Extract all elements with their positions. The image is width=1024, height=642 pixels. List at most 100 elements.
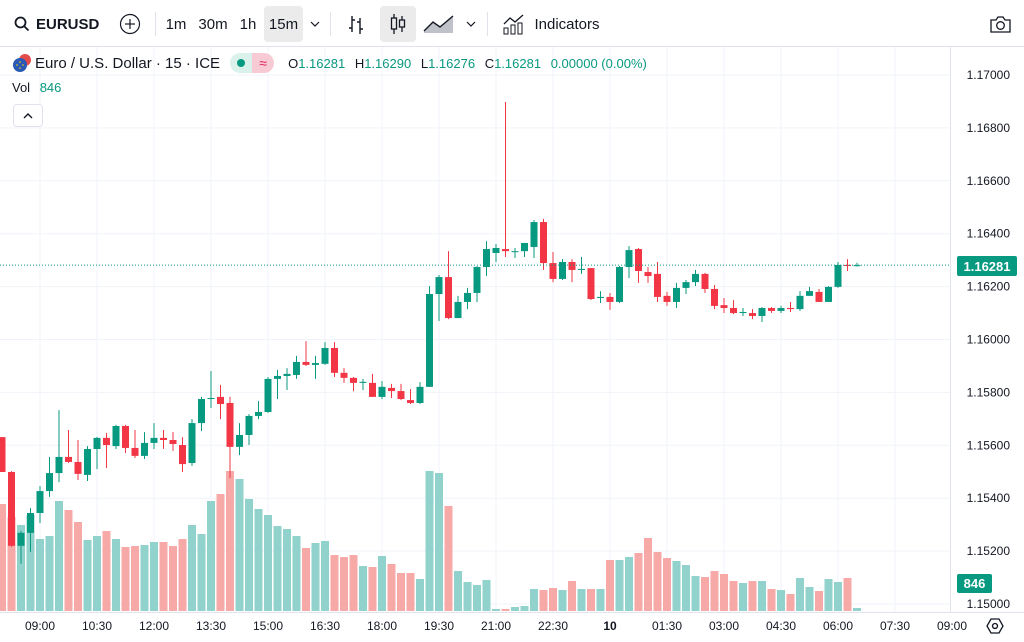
time-tick-label: 10:30 — [82, 619, 112, 633]
area-style-button[interactable] — [421, 6, 459, 42]
volume-bar — [112, 539, 120, 611]
price-tick-label: 1.15600 — [967, 438, 1011, 452]
chevron-down-icon — [310, 21, 320, 27]
collapse-legend-button[interactable] — [13, 104, 43, 127]
grid-lines — [0, 47, 950, 612]
bars-style-button[interactable] — [340, 6, 372, 42]
volume-bar — [729, 581, 738, 611]
candle-body — [74, 461, 82, 474]
candle — [483, 241, 490, 277]
volume-label[interactable]: Vol — [12, 80, 31, 95]
volume-bar — [254, 509, 263, 611]
compare-add-button[interactable] — [114, 6, 146, 42]
interval-1m[interactable]: 1m — [165, 15, 187, 33]
series-title[interactable]: Euro / U.S. Dollar · 15 · ICE — [35, 54, 221, 72]
volume-bar — [530, 589, 538, 611]
candle — [473, 265, 481, 302]
volume-bar — [777, 590, 785, 611]
volume-bar — [786, 594, 795, 611]
price-tick-label: 1.16200 — [967, 280, 1011, 294]
volume-bar — [188, 525, 196, 611]
candle-body — [46, 473, 53, 492]
candle — [369, 373, 376, 397]
interval-dropdown[interactable] — [305, 6, 325, 42]
candle — [568, 259, 576, 283]
settings-icon[interactable] — [986, 618, 1004, 634]
candle — [616, 265, 623, 303]
interval-15m[interactable]: 15m — [264, 6, 303, 42]
candle — [407, 388, 414, 405]
candle-body — [530, 222, 538, 247]
interval-1h[interactable]: 1h — [239, 15, 257, 33]
candle — [464, 287, 471, 310]
symbol-label: EURUSD — [36, 15, 100, 33]
interval-30m[interactable]: 30m — [198, 15, 228, 33]
candle-body — [492, 247, 500, 254]
last-price-label: 1.16281 — [957, 256, 1017, 276]
candle-body — [112, 425, 120, 447]
volume-bar — [435, 473, 443, 611]
candle-body — [350, 377, 357, 383]
screenshot-button[interactable] — [984, 6, 1016, 42]
candle-body — [264, 378, 272, 412]
volume-bar — [663, 558, 671, 611]
candle-body — [445, 277, 452, 319]
volume-bar — [340, 557, 348, 611]
volume-bar — [74, 522, 82, 611]
candle — [644, 267, 652, 283]
candle-body — [141, 442, 148, 456]
candle-body — [454, 301, 462, 319]
candles-style-button[interactable] — [380, 6, 416, 42]
candle — [74, 440, 82, 480]
candle-body — [578, 268, 585, 270]
camera-icon — [990, 16, 1011, 33]
candle — [160, 429, 167, 450]
toolbar-divider — [155, 12, 156, 36]
candle — [663, 291, 671, 306]
candle — [169, 432, 177, 451]
candle — [150, 423, 158, 450]
indicators-icon — [503, 14, 524, 35]
volume-bar — [520, 606, 529, 611]
candle — [502, 101, 509, 257]
volume-bar — [701, 577, 709, 611]
volume-bar — [748, 581, 757, 611]
candles-icon — [390, 14, 406, 34]
volume-bar — [758, 581, 766, 611]
time-tick-label: 10 — [603, 619, 617, 633]
candle-body — [378, 386, 386, 397]
volume-bar — [625, 557, 633, 611]
volume-bar — [150, 542, 158, 611]
candle — [65, 429, 72, 464]
candle — [331, 342, 338, 378]
candle-body — [749, 313, 756, 316]
time-axis[interactable]: 09:00 10:30 12:00 13:30 15:00 16:30 18:00 19:30… — [25, 619, 967, 633]
candle-body — [27, 513, 34, 533]
volume-bar — [26, 515, 35, 611]
candle — [578, 256, 585, 274]
volume-bar — [425, 471, 434, 611]
volume-bar — [368, 567, 377, 611]
candle-body — [853, 265, 861, 267]
candle-body — [483, 249, 490, 268]
candle-body — [644, 272, 652, 277]
candle — [692, 269, 699, 287]
volume-bar — [17, 525, 25, 611]
price-axis[interactable]: 1.17000 1.16800 1.16600 1.16400 1.16200 1.160… — [967, 68, 1011, 611]
eur-usd-flag-icon — [13, 54, 31, 72]
candle — [0, 437, 6, 473]
indicators-button[interactable]: Indicators — [498, 6, 604, 42]
candle — [720, 297, 728, 314]
symbol-search-button[interactable]: EURUSD — [10, 6, 100, 42]
last-volume-label: 846 — [957, 574, 992, 593]
volume-bar — [606, 560, 614, 611]
volume-bar — [197, 534, 206, 611]
volume-bar — [644, 538, 652, 611]
candle — [682, 279, 690, 295]
chart-style-dropdown[interactable] — [461, 6, 481, 42]
volume-bar — [140, 545, 149, 611]
candle — [397, 383, 405, 401]
market-status-pill[interactable]: ≈ — [230, 53, 275, 73]
candle-body — [416, 386, 424, 403]
